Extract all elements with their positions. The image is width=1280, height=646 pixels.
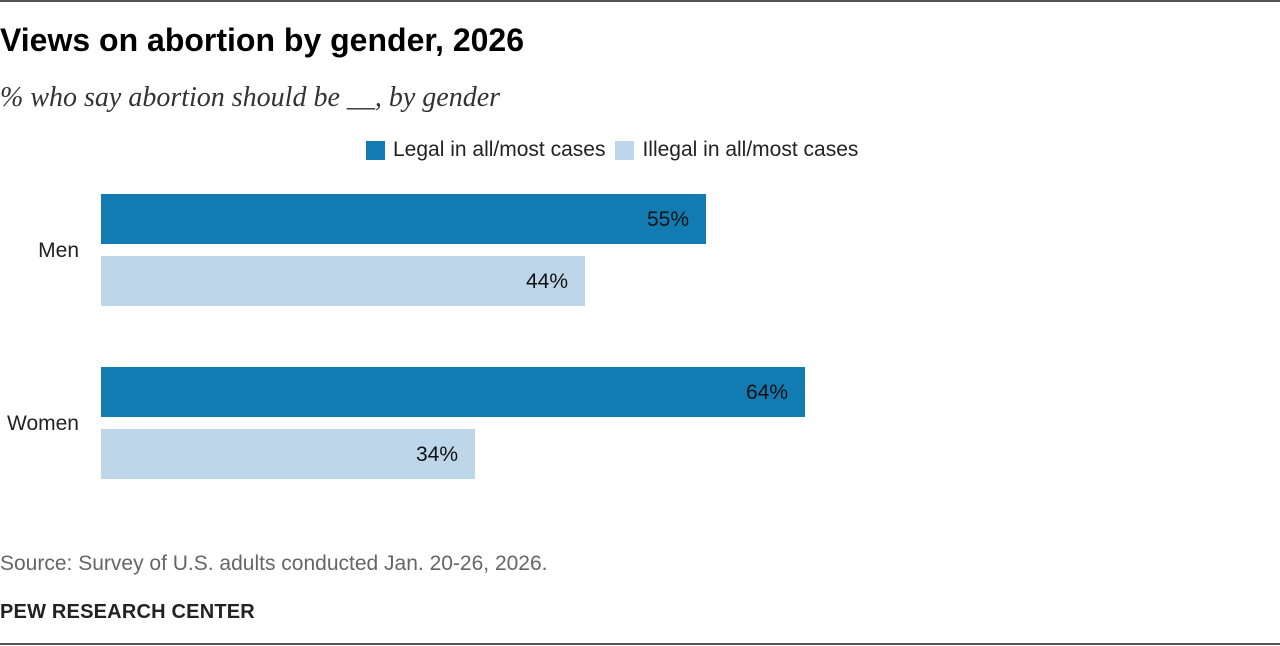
bar-men-legal bbox=[101, 194, 706, 244]
legend-label-illegal: Illegal in all/most cases bbox=[642, 138, 859, 161]
legend-swatch-legal bbox=[366, 140, 385, 160]
legend-label-legal: Legal in all/most cases bbox=[393, 138, 606, 161]
legend-item-illegal: Illegal in all/most cases bbox=[615, 137, 858, 163]
data-label-women-illegal: 34% bbox=[416, 443, 458, 466]
bar-chart: Men 55% 44% Women 64% 34% bbox=[7, 194, 805, 479]
category-label-women: Women bbox=[7, 412, 79, 435]
bottom-rule bbox=[0, 643, 1280, 645]
chart-legend: Legal in all/most cases Illegal in all/m… bbox=[366, 137, 868, 163]
data-label-men-illegal: 44% bbox=[526, 270, 568, 293]
brand-name: PEW RESEARCH CENTER bbox=[0, 601, 255, 623]
chart-subtitle: % who say abortion should be __, by gend… bbox=[0, 82, 501, 113]
top-rule bbox=[0, 0, 1280, 2]
bar-women-legal bbox=[101, 367, 805, 417]
source-note: Source: Survey of U.S. adults conducted … bbox=[0, 552, 548, 575]
category-label-men: Men bbox=[38, 239, 79, 262]
bar-women-illegal bbox=[101, 429, 475, 479]
data-label-men-legal: 55% bbox=[647, 208, 689, 231]
data-label-women-legal: 64% bbox=[746, 381, 788, 404]
bar-men-illegal bbox=[101, 256, 585, 306]
legend-item-legal: Legal in all/most cases bbox=[366, 137, 605, 163]
legend-swatch-illegal bbox=[615, 140, 635, 160]
chart-title: Views on abortion by gender, 2026 bbox=[0, 22, 525, 58]
